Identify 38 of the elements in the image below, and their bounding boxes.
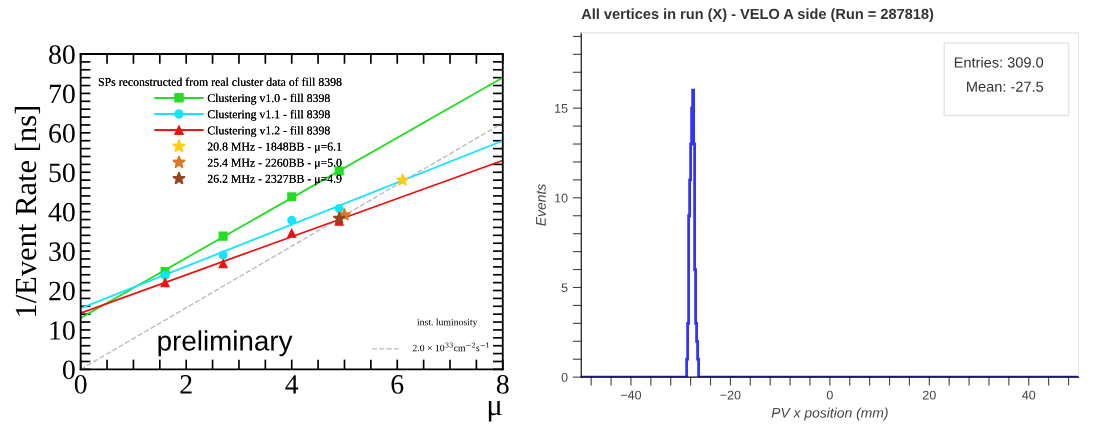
x-tick-label: 4 bbox=[285, 375, 299, 394]
y-tick-label: 60 bbox=[49, 124, 75, 143]
x-tick-label: 40 bbox=[1022, 390, 1036, 400]
x-tick-label: 2 bbox=[180, 375, 192, 394]
legend-title: SPs reconstructed from real cluster data of fill 8398 bbox=[98, 77, 342, 86]
annotation: Mean: -27.5 bbox=[967, 81, 1044, 92]
legend-label: 20.8 MHz - 1848BB - μ=6.1 bbox=[207, 142, 342, 153]
y-tick-label: 10 bbox=[555, 193, 568, 203]
y-tick-label: 15 bbox=[555, 104, 568, 113]
y-axis-title: Events bbox=[536, 184, 546, 226]
y-tick-label: 50 bbox=[49, 163, 75, 183]
x-tick-label: 0 bbox=[74, 375, 87, 394]
x-tick-label: −40 bbox=[620, 390, 642, 400]
x-tick-label: 6 bbox=[391, 375, 404, 394]
legend-label: Clustering v1.2 - fill 8398 bbox=[207, 126, 330, 137]
x-axis-title: PV x position (mm) bbox=[771, 407, 888, 421]
x-axis-title: μ bbox=[488, 401, 502, 422]
y-tick-label: 70 bbox=[49, 84, 75, 104]
annotation: 2.0 × 10$^{33}$cm$^{−2}$s$^{−1}$ bbox=[412, 342, 489, 352]
y-tick-label: 40 bbox=[48, 202, 75, 222]
y-tick-label: 30 bbox=[49, 242, 75, 262]
y-axis-title: 1/Event Rate [ns] bbox=[14, 107, 41, 316]
annotation: inst. luminosity bbox=[417, 318, 478, 328]
y-tick-label: 5 bbox=[561, 283, 568, 293]
legend-label: 25.4 MHz - 2260BB - μ=5.0 bbox=[207, 158, 342, 170]
x-tick-label: 8 bbox=[496, 375, 509, 394]
y-tick-label: 20 bbox=[49, 281, 75, 301]
x-tick-label: −20 bbox=[720, 390, 741, 400]
y-tick-label: 10 bbox=[50, 321, 75, 340]
y-tick-label: 80 bbox=[49, 45, 75, 64]
chart-title: All vertices in run (X) - VELO A side (Run = 287818) bbox=[581, 8, 934, 22]
annotation: Entries: 309.0 bbox=[954, 56, 1044, 68]
x-tick-label: 20 bbox=[922, 390, 936, 400]
legend-label: Clustering v1.0 - fill 8398 bbox=[207, 93, 330, 105]
legend-label: Clustering v1.1 - fill 8398 bbox=[207, 109, 330, 121]
annotation: preliminary bbox=[158, 330, 293, 357]
x-tick-label: 0 bbox=[826, 390, 833, 400]
y-tick-label: 0 bbox=[62, 360, 75, 380]
